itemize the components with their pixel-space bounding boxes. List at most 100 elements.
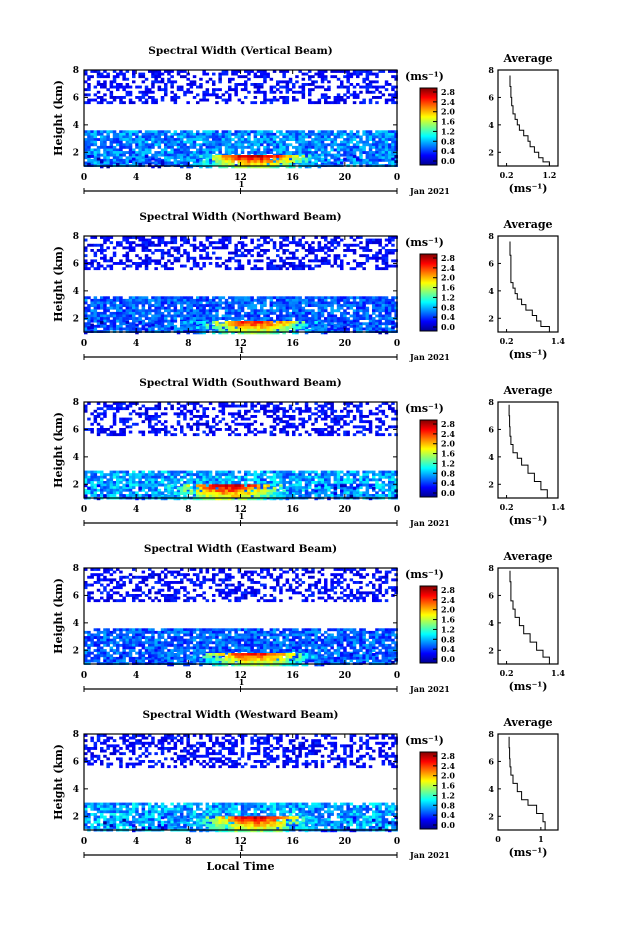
heatmap-cell: [282, 72, 286, 76]
heatmap-cell: [231, 162, 235, 166]
heatmap-cell: [317, 264, 322, 268]
heatmap-cell: [109, 259, 114, 263]
heatmap-cell: [87, 88, 91, 92]
heatmap-cell: [240, 254, 245, 258]
heatmap-cell: [362, 161, 366, 165]
heatmap-cell: [356, 262, 360, 265]
heatmap-cell: [116, 404, 120, 408]
heatmap-cell: [304, 483, 309, 487]
heatmap-cell: [215, 475, 219, 479]
heatmap-cell: [324, 251, 328, 255]
heatmap-cell: [128, 148, 133, 152]
heatmap-cell: [231, 311, 235, 315]
heatmap-cell: [164, 70, 168, 73]
heatmap-cell: [215, 478, 219, 482]
heatmap-cell: [311, 130, 315, 134]
heatmap-cell: [391, 143, 395, 147]
heatmap-cell: [336, 93, 341, 97]
heatmap-cell: [106, 238, 110, 242]
heatmap-cell: [333, 298, 338, 302]
heatmap-cell: [359, 236, 363, 239]
heatmap-cell: [90, 311, 94, 315]
heatmap-cell: [276, 267, 280, 271]
heatmap-cell: [378, 331, 382, 335]
heatmap-cell: [189, 143, 194, 147]
heatmap-cell: [212, 140, 216, 144]
heatmap-cell: [336, 256, 341, 260]
heatmap-cell: [308, 322, 312, 326]
heatmap-cell: [272, 157, 277, 161]
heatmap-cell: [199, 254, 203, 258]
heatmap-cell: [260, 157, 264, 161]
heatmap-cell: [192, 327, 197, 331]
heatmap-cell: [84, 80, 88, 84]
heatmap-cell: [288, 314, 293, 318]
heatmap-cell: [237, 304, 242, 307]
heatmap-cell: [253, 85, 258, 89]
heatmap-cell: [144, 158, 149, 162]
heatmap-cell: [391, 132, 395, 136]
heatmap-cell: [93, 148, 98, 152]
heatmap-cell: [90, 75, 94, 79]
heatmap-cell: [106, 145, 110, 149]
heatmap-cell: [256, 296, 261, 300]
heatmap-cell: [215, 93, 219, 97]
heatmap-cell: [205, 236, 210, 239]
heatmap-cell: [359, 327, 363, 331]
heatmap-cell: [228, 85, 232, 89]
heatmap-cell: [109, 130, 114, 134]
heatmap-cell: [112, 75, 117, 79]
heatmap-cell: [368, 98, 373, 102]
heatmap-cell: [125, 143, 130, 147]
heatmap-cell: [295, 478, 299, 482]
heatmap-cell: [189, 243, 194, 247]
heatmap-cell: [266, 145, 270, 149]
heatmap-cell: [279, 70, 283, 73]
heatmap-cell: [375, 161, 379, 165]
heatmap-cell: [164, 88, 168, 92]
heatmap-cell: [186, 165, 190, 169]
heatmap-cell: [285, 145, 290, 149]
heatmap-cell: [192, 96, 197, 99]
heatmap-cell: [352, 475, 357, 479]
heatmap-cell: [285, 298, 290, 302]
heatmap-cell: [372, 488, 376, 492]
heatmap-cell: [333, 488, 338, 492]
heatmap-cell: [180, 130, 184, 134]
heatmap-cell: [256, 481, 261, 484]
heatmap-cell: [384, 238, 389, 242]
heatmap-cell: [260, 321, 264, 324]
heatmap-cell: [84, 327, 88, 331]
heatmap-cell: [279, 267, 283, 271]
heatmap-cell: [311, 301, 315, 305]
heatmap-cell: [388, 135, 392, 139]
heatmap-cell: [394, 259, 398, 263]
heatmap-cell: [327, 241, 331, 245]
heatmap-cell: [378, 314, 382, 318]
x-tick-label: 8: [185, 339, 191, 349]
heatmap-cell: [183, 494, 187, 497]
heatmap-cell: [176, 481, 181, 484]
heatmap-cell: [340, 478, 344, 482]
heatmap-cell: [228, 155, 232, 158]
heatmap-cell: [292, 138, 296, 141]
heatmap-cell: [292, 165, 296, 169]
heatmap-cell: [164, 90, 168, 94]
heatmap-cell: [333, 75, 338, 79]
heatmap-cell: [394, 306, 398, 310]
heatmap-cell: [112, 140, 117, 144]
heatmap-cell: [106, 165, 110, 169]
heatmap-cell: [224, 135, 229, 139]
heatmap-cell: [183, 75, 187, 79]
heatmap-cell: [298, 130, 302, 134]
heatmap-cell: [218, 246, 222, 250]
heatmap-cell: [199, 138, 203, 141]
heatmap-cell: [391, 85, 395, 89]
heatmap-cell: [173, 473, 178, 477]
heatmap-cell: [157, 470, 162, 474]
heatmap-cell: [148, 249, 152, 252]
heatmap-cell: [333, 309, 338, 313]
heatmap-cell: [84, 314, 88, 318]
heatmap-cell: [256, 90, 261, 94]
heatmap-cell: [244, 328, 248, 332]
